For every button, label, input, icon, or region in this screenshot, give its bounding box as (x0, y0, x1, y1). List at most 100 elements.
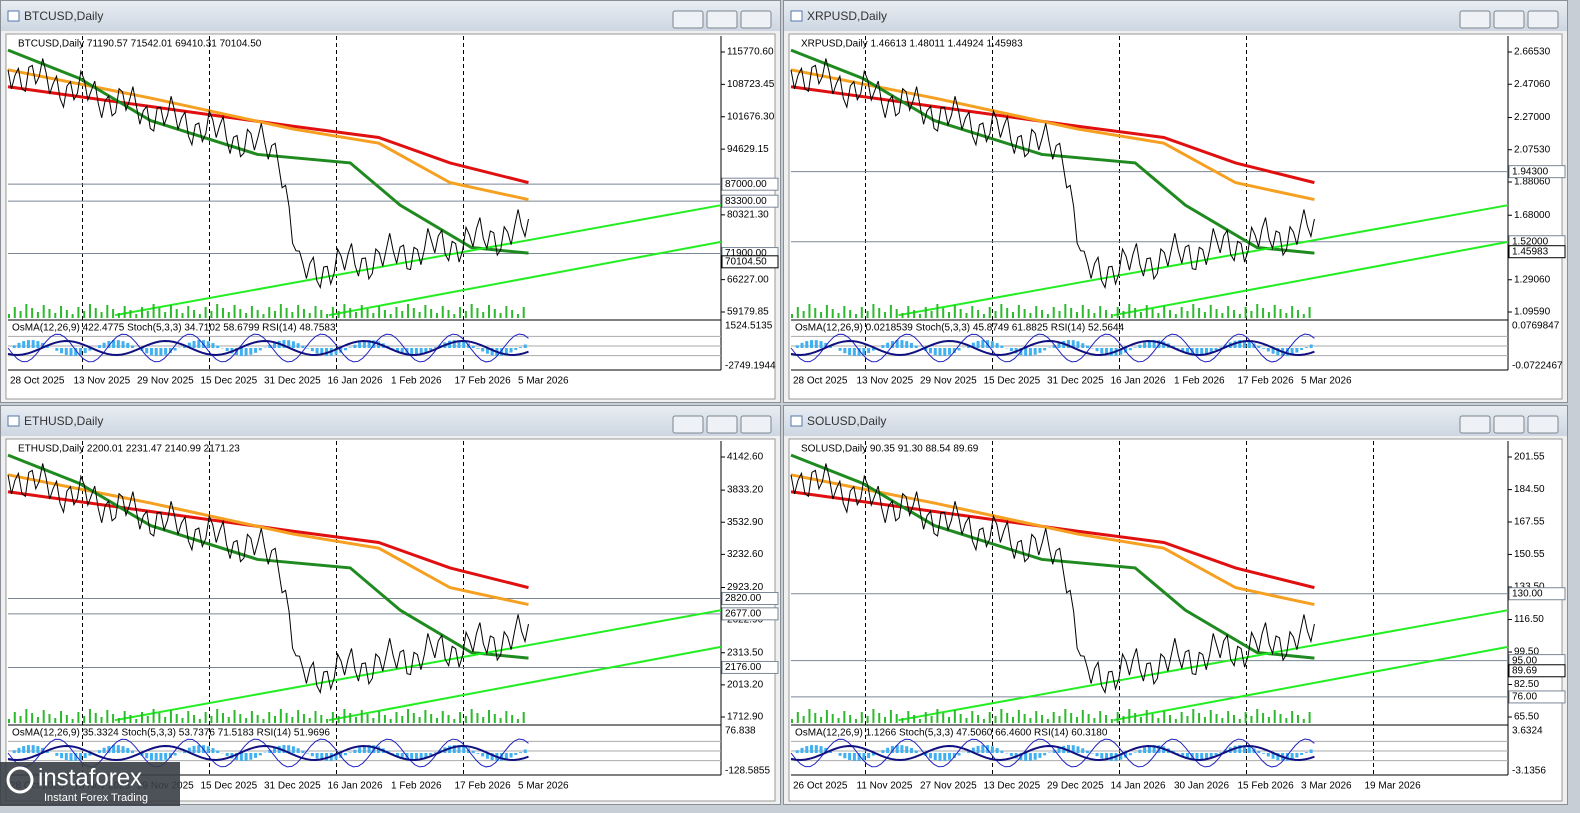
osma-bar (291, 341, 295, 348)
close-button[interactable] (1527, 10, 1559, 29)
maximize-button[interactable] (706, 10, 738, 29)
volume-bar (889, 710, 892, 723)
volume-bar (123, 711, 126, 723)
maximize-button[interactable] (1493, 10, 1525, 29)
osma-bar (900, 340, 904, 348)
volume-bar (135, 719, 138, 723)
price-label: 1.68000 (1514, 210, 1551, 221)
volume-bar (65, 310, 68, 318)
osma-bar (391, 348, 395, 349)
volume-bar (470, 304, 473, 318)
volume-bar (1128, 304, 1131, 318)
volume-bar (930, 311, 933, 318)
volume-bar (895, 309, 898, 318)
osma-bar (419, 348, 423, 355)
osma-bar (905, 341, 909, 348)
volume-bar (245, 313, 248, 318)
volume-bar (1110, 719, 1113, 723)
minimize-button[interactable] (672, 10, 704, 29)
price-label: 59179.85 (727, 307, 769, 318)
volume-bar (320, 715, 323, 723)
osma-bar (976, 340, 980, 348)
price-label: 115770.60 (727, 47, 774, 58)
osma-bar (1147, 340, 1151, 348)
osma-bar (296, 748, 300, 753)
volume-bar (320, 310, 323, 318)
osma-bar (1128, 753, 1132, 756)
moving-average (7, 453, 529, 660)
volume-bar (1128, 709, 1131, 723)
volume-bar (878, 713, 881, 723)
osma-bar (168, 753, 172, 758)
volume-bar (791, 719, 793, 723)
volume-bar (860, 712, 863, 723)
osma-bar (1214, 348, 1218, 351)
volume-bar (337, 311, 340, 318)
osma-bar (17, 747, 21, 753)
volume-bar (1041, 310, 1044, 318)
close-button[interactable] (1527, 415, 1559, 434)
close-button[interactable] (740, 415, 772, 434)
volume-bar (302, 309, 305, 318)
volume-bar (407, 709, 410, 723)
volume-bar (1157, 718, 1160, 723)
osma-bar (353, 749, 357, 753)
osma-bar (1076, 341, 1080, 348)
volume-bar (820, 717, 823, 723)
volume-bar (1209, 710, 1212, 723)
volume-bar (198, 314, 201, 318)
volume-bar (1256, 304, 1259, 318)
osma-bar (1257, 345, 1261, 348)
osma-bar (1138, 749, 1142, 753)
volume-bar (285, 713, 288, 723)
osma-bar (74, 753, 78, 761)
osma-bar (211, 748, 215, 753)
volume-bar (94, 308, 97, 318)
osma-bar (239, 348, 243, 356)
maximize-button[interactable] (706, 415, 738, 434)
osma-bar (216, 750, 220, 753)
level-label: 95.00 (1512, 655, 1537, 666)
volume-bar (959, 714, 962, 723)
indicator-label: -128.5855 (725, 766, 770, 777)
minimize-button[interactable] (672, 415, 704, 434)
osma-bar (848, 348, 852, 355)
price-path (790, 58, 1315, 290)
volume-bar (42, 305, 45, 318)
volume-bar (913, 715, 916, 723)
volume-bar (198, 719, 201, 723)
date-label: 15 Dec 2025 (201, 781, 258, 792)
osma-bar (1204, 348, 1208, 355)
volume-bar (464, 311, 467, 318)
date-label: 13 Nov 2025 (857, 376, 914, 387)
volume-bar (1244, 307, 1247, 318)
volume-bar (181, 718, 184, 723)
volume-bar (1215, 309, 1218, 318)
volume-bar (505, 711, 508, 723)
maximize-button[interactable] (1493, 415, 1525, 434)
volume-bar (418, 312, 421, 318)
osma-bar (519, 347, 523, 348)
osma-bar (126, 748, 130, 753)
osma-bar (1071, 745, 1075, 753)
osma-bar (1009, 348, 1013, 352)
volume-bar (1075, 312, 1078, 318)
osma-bar (131, 345, 135, 348)
volume-bar (1035, 306, 1038, 318)
close-button[interactable] (740, 10, 772, 29)
osma-bar (862, 753, 866, 760)
rsi-line (7, 745, 529, 761)
indicator-label: -3.1356 (1512, 766, 1546, 777)
osma-bar (971, 747, 975, 753)
osma-bar (78, 348, 82, 355)
minimize-button[interactable] (1459, 415, 1491, 434)
osma-bar (97, 750, 101, 753)
osma-bar (938, 753, 942, 761)
volume-bar (354, 717, 357, 723)
volume-bar (187, 711, 190, 723)
volume-bar (1006, 308, 1009, 318)
minimize-button[interactable] (1459, 10, 1491, 29)
osma-bar (1195, 348, 1199, 356)
osma-bar (78, 753, 82, 760)
current-price: 70104.50 (725, 256, 767, 267)
